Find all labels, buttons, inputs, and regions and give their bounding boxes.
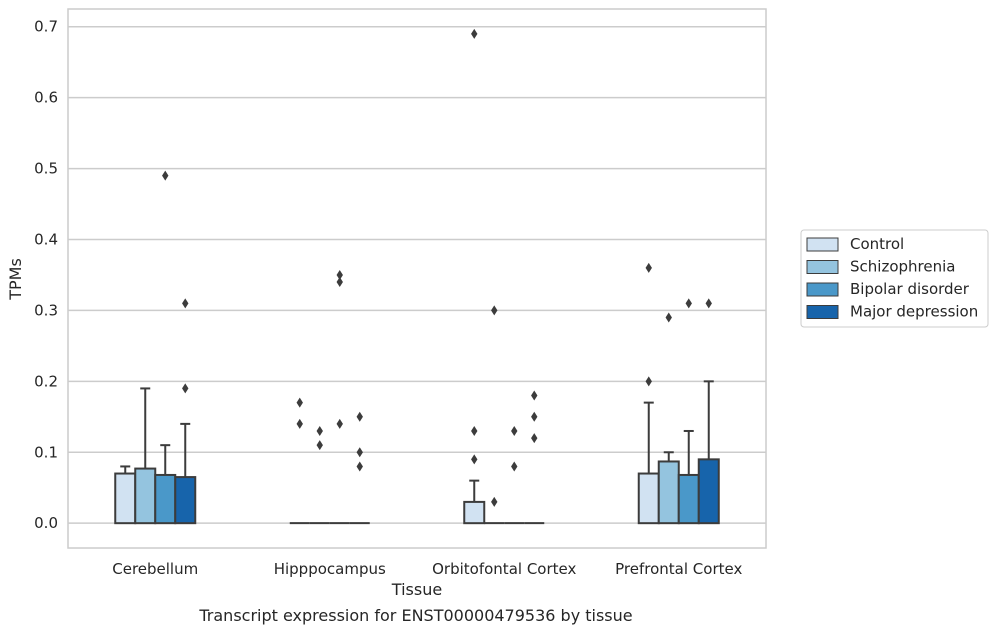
error-bars bbox=[120, 380, 714, 502]
bar bbox=[463, 500, 486, 525]
y-tick-label: 0.4 bbox=[34, 230, 58, 248]
outlier-point bbox=[531, 433, 538, 444]
legend-swatch bbox=[806, 282, 839, 297]
legend: Control Schizophrenia Bipolar disorder Majo… bbox=[800, 229, 989, 328]
outlier-point bbox=[471, 454, 478, 465]
outlier-point bbox=[356, 411, 363, 422]
x-axis-title: Tissue bbox=[391, 580, 442, 599]
legend-swatch bbox=[806, 260, 839, 274]
y-tick-label: 0.6 bbox=[34, 89, 58, 107]
x-tick-label: Hipppocampus bbox=[274, 560, 386, 578]
outlier-point bbox=[511, 461, 518, 472]
outlier-point bbox=[491, 496, 498, 507]
bar bbox=[637, 472, 660, 525]
bars bbox=[114, 458, 720, 525]
x-tick-label: Cerebellum bbox=[112, 560, 198, 578]
legend-label: Schizophrenia bbox=[850, 258, 955, 276]
y-tick-label: 0.3 bbox=[34, 301, 58, 319]
outlier-point bbox=[471, 28, 478, 39]
outlier-point bbox=[356, 461, 363, 472]
legend-label: Bipolar disorder bbox=[850, 280, 970, 298]
x-tick-labels: Cerebellum Hipppocampus Orbitofontal Corte… bbox=[112, 560, 742, 578]
outlier-point bbox=[705, 298, 712, 309]
y-axis-title: TPMs bbox=[6, 258, 25, 301]
outlier-point bbox=[531, 411, 538, 422]
outlier-point bbox=[471, 425, 478, 436]
y-tick-labels: 0.0 0.1 0.2 0.3 0.4 0.5 0.6 0.7 bbox=[34, 18, 58, 532]
plot-frame bbox=[67, 8, 767, 549]
legend-swatch bbox=[806, 237, 839, 252]
outlier-point bbox=[531, 390, 538, 401]
outlier-point bbox=[336, 269, 343, 280]
outlier-point bbox=[182, 298, 189, 309]
bar bbox=[657, 460, 680, 525]
outlier-point bbox=[316, 425, 323, 436]
outlier-point bbox=[336, 418, 343, 429]
bar bbox=[134, 467, 157, 525]
y-tick-label: 0.0 bbox=[34, 514, 58, 532]
outlier-point bbox=[336, 277, 343, 288]
x-tick-label: Orbitofontal Cortex bbox=[432, 560, 576, 578]
outlier-point bbox=[182, 383, 189, 394]
outlier-point bbox=[685, 298, 692, 309]
bar bbox=[174, 476, 197, 525]
outlier-point bbox=[296, 397, 303, 408]
outlier-point bbox=[511, 425, 518, 436]
outlier-point bbox=[296, 418, 303, 429]
outlier-point bbox=[162, 170, 169, 181]
outlier-point bbox=[665, 312, 672, 323]
legend-frame bbox=[800, 229, 989, 328]
outlier-point bbox=[356, 447, 363, 458]
legend-swatch bbox=[806, 305, 839, 319]
bar bbox=[154, 473, 177, 525]
outlier-point bbox=[316, 440, 323, 451]
y-tick-label: 0.7 bbox=[34, 18, 58, 36]
chart-caption: Transcript expression for ENST0000047953… bbox=[199, 606, 633, 625]
outliers bbox=[162, 28, 712, 507]
outlier-point bbox=[491, 305, 498, 316]
x-tick-label: Prefrontal Cortex bbox=[615, 560, 742, 578]
legend-label: Major depression bbox=[850, 303, 978, 321]
y-tick-label: 0.5 bbox=[34, 160, 58, 178]
y-tick-label: 0.1 bbox=[34, 443, 58, 461]
outlier-point bbox=[645, 376, 652, 387]
bar bbox=[697, 458, 720, 525]
bar bbox=[677, 473, 700, 525]
gridlines bbox=[68, 25, 766, 524]
outlier-point bbox=[645, 262, 652, 273]
legend-label: Control bbox=[850, 235, 904, 253]
bar bbox=[114, 472, 137, 525]
y-tick-label: 0.2 bbox=[34, 372, 58, 390]
